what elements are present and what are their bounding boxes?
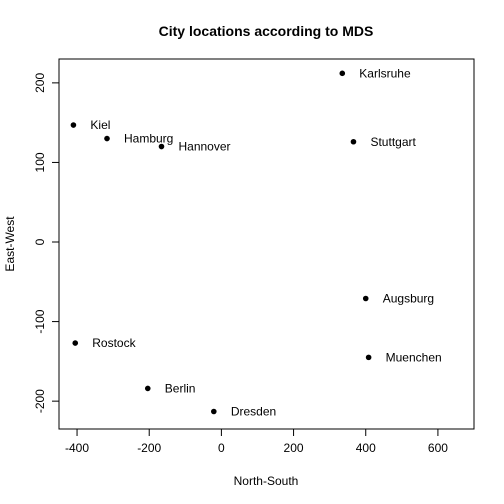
- chart-title: City locations according to MDS: [159, 23, 374, 39]
- y-tick-label: -100: [33, 309, 47, 333]
- x-tick-label: 600: [428, 441, 448, 455]
- point-label-dresden: Dresden: [231, 404, 276, 418]
- point-label-augsburg: Augsburg: [383, 292, 434, 306]
- data-points: Karlsruhe Kiel Hamburg Hannover Stuttgart Aug…: [70, 66, 442, 418]
- point-hannover: [158, 143, 165, 150]
- y-tick-label: -200: [33, 389, 47, 413]
- point-hamburg: [104, 135, 110, 142]
- x-axis-label: North-South: [234, 474, 299, 488]
- point-label-hannover: Hannover: [178, 140, 230, 154]
- y-tick-label: 200: [33, 73, 47, 93]
- point-label-rostock: Rostock: [92, 336, 136, 350]
- x-tick-label: 200: [284, 441, 304, 455]
- point-kiel: [70, 122, 77, 128]
- plot-frame: [58, 58, 475, 430]
- point-label-muenchen: Muenchen: [386, 350, 442, 364]
- point-muenchen: [365, 354, 372, 361]
- x-axis: -400 -200 0 200 400 600: [65, 428, 448, 455]
- point-label-karlsruhe: Karlsruhe: [359, 66, 411, 80]
- y-tick-label: 100: [33, 152, 47, 172]
- x-tick-label: -400: [65, 441, 89, 455]
- point-dresden: [211, 408, 217, 415]
- x-tick-label: -200: [137, 441, 161, 455]
- x-tick-label: 400: [356, 441, 376, 455]
- point-stuttgart: [350, 138, 357, 145]
- point-label-kiel: Kiel: [90, 118, 110, 132]
- point-augsburg: [362, 295, 369, 302]
- point-berlin: [144, 385, 151, 392]
- point-karlsruhe: [339, 70, 346, 77]
- point-label-stuttgart: Stuttgart: [370, 135, 416, 149]
- y-axis: -200 -100 0 100 200: [33, 73, 60, 413]
- y-axis-label: East-West: [3, 216, 17, 272]
- point-label-hamburg: Hamburg: [124, 132, 173, 146]
- point-label-berlin: Berlin: [165, 381, 196, 395]
- y-tick-label: 0: [33, 238, 47, 245]
- point-rostock: [72, 340, 79, 346]
- x-tick-label: 0: [218, 441, 225, 455]
